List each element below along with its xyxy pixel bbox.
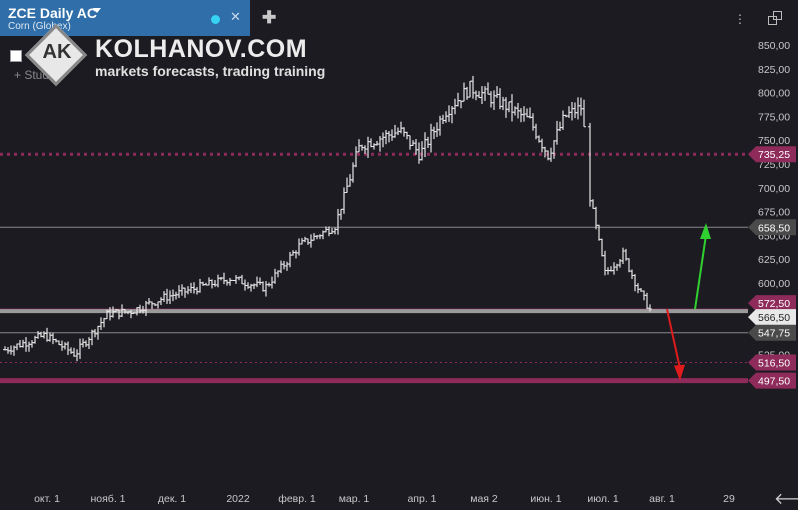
status-dot-icon xyxy=(211,15,220,24)
level-label-text: 658,50 xyxy=(758,222,790,234)
level-label-tag xyxy=(748,146,796,163)
forecast-arrows xyxy=(666,223,711,381)
brand-name: KOLHANOV.COM xyxy=(95,35,308,63)
level-label-text: 547,75 xyxy=(758,328,790,340)
y-tick-label: 600,00 xyxy=(758,278,790,290)
caret-down-icon[interactable] xyxy=(93,8,101,13)
level-label-text: 516,50 xyxy=(758,357,790,369)
more-vertical-icon[interactable]: · · · xyxy=(737,6,743,30)
level-label-text: 497,50 xyxy=(758,376,790,388)
symbol-tab[interactable]: ZCE Daily AC Corn (Globex) ✕ xyxy=(0,0,250,36)
up-arrow-shaft xyxy=(694,234,707,310)
x-tick-label: дек. 1 xyxy=(158,493,186,505)
time-axis: окт. 1 нояб. 1 дек. 1 2022 февр. 1 мар. 1 апр.… xyxy=(34,493,735,505)
visibility-checkbox[interactable] xyxy=(10,50,22,62)
close-icon[interactable]: ✕ xyxy=(230,9,241,24)
level-label-tag xyxy=(748,324,796,341)
x-tick-label: апр. 1 xyxy=(407,493,436,505)
symbol-title: ZCE Daily AC xyxy=(8,5,97,21)
y-tick-label: 775,00 xyxy=(758,111,790,123)
logo-text: AK xyxy=(42,41,72,63)
level-label-text: 572,50 xyxy=(758,298,790,310)
x-tick-label: мар. 1 xyxy=(339,493,370,505)
level-label-text: 566,50 xyxy=(758,312,790,324)
x-tick-label: июл. 1 xyxy=(587,493,618,505)
level-label-text: 735,25 xyxy=(758,149,790,161)
level-lines xyxy=(0,152,748,384)
level-label-tag xyxy=(748,295,796,312)
y-tick-label: 675,00 xyxy=(758,207,790,219)
up-arrow-head xyxy=(700,223,711,240)
down-arrow-head xyxy=(674,364,685,381)
y-tick-label: 850,00 xyxy=(758,40,790,52)
y-tick-label: 800,00 xyxy=(758,88,790,100)
y-tick-label: 750,00 xyxy=(758,135,790,147)
symbol-subtitle: Corn (Globex) xyxy=(8,21,71,32)
x-tick-label: 29 xyxy=(723,493,735,505)
level-label-tag xyxy=(748,219,796,236)
x-tick-label: июн. 1 xyxy=(530,493,561,505)
arrow-left-icon[interactable]: 🡐 xyxy=(774,491,798,508)
brand-tagline: markets forecasts, trading training xyxy=(95,63,326,79)
x-tick-label: нояб. 1 xyxy=(90,493,125,505)
window-icon[interactable] xyxy=(768,11,782,25)
add-study-button[interactable]: + Stud xyxy=(14,68,50,82)
x-tick-label: окт. 1 xyxy=(34,493,60,505)
ohlc-bars xyxy=(3,75,652,362)
x-tick-label: авг. 1 xyxy=(649,493,675,505)
level-label-tag xyxy=(748,354,796,371)
x-tick-label: февр. 1 xyxy=(278,493,316,505)
y-tick-label: 625,00 xyxy=(758,254,790,266)
level-labels: 735,25 658,50 572,50 566,50 547,75 516,50 497,… xyxy=(748,146,796,389)
plus-icon[interactable]: ✚ xyxy=(262,8,277,27)
level-label-tag xyxy=(748,372,796,389)
level-label-tag xyxy=(748,309,796,326)
y-tick-label: 825,00 xyxy=(758,64,790,76)
x-tick-label: мая 2 xyxy=(470,493,498,505)
down-arrow-shaft xyxy=(666,308,681,369)
y-tick-label: 700,00 xyxy=(758,183,790,195)
x-tick-label: 2022 xyxy=(226,493,250,505)
